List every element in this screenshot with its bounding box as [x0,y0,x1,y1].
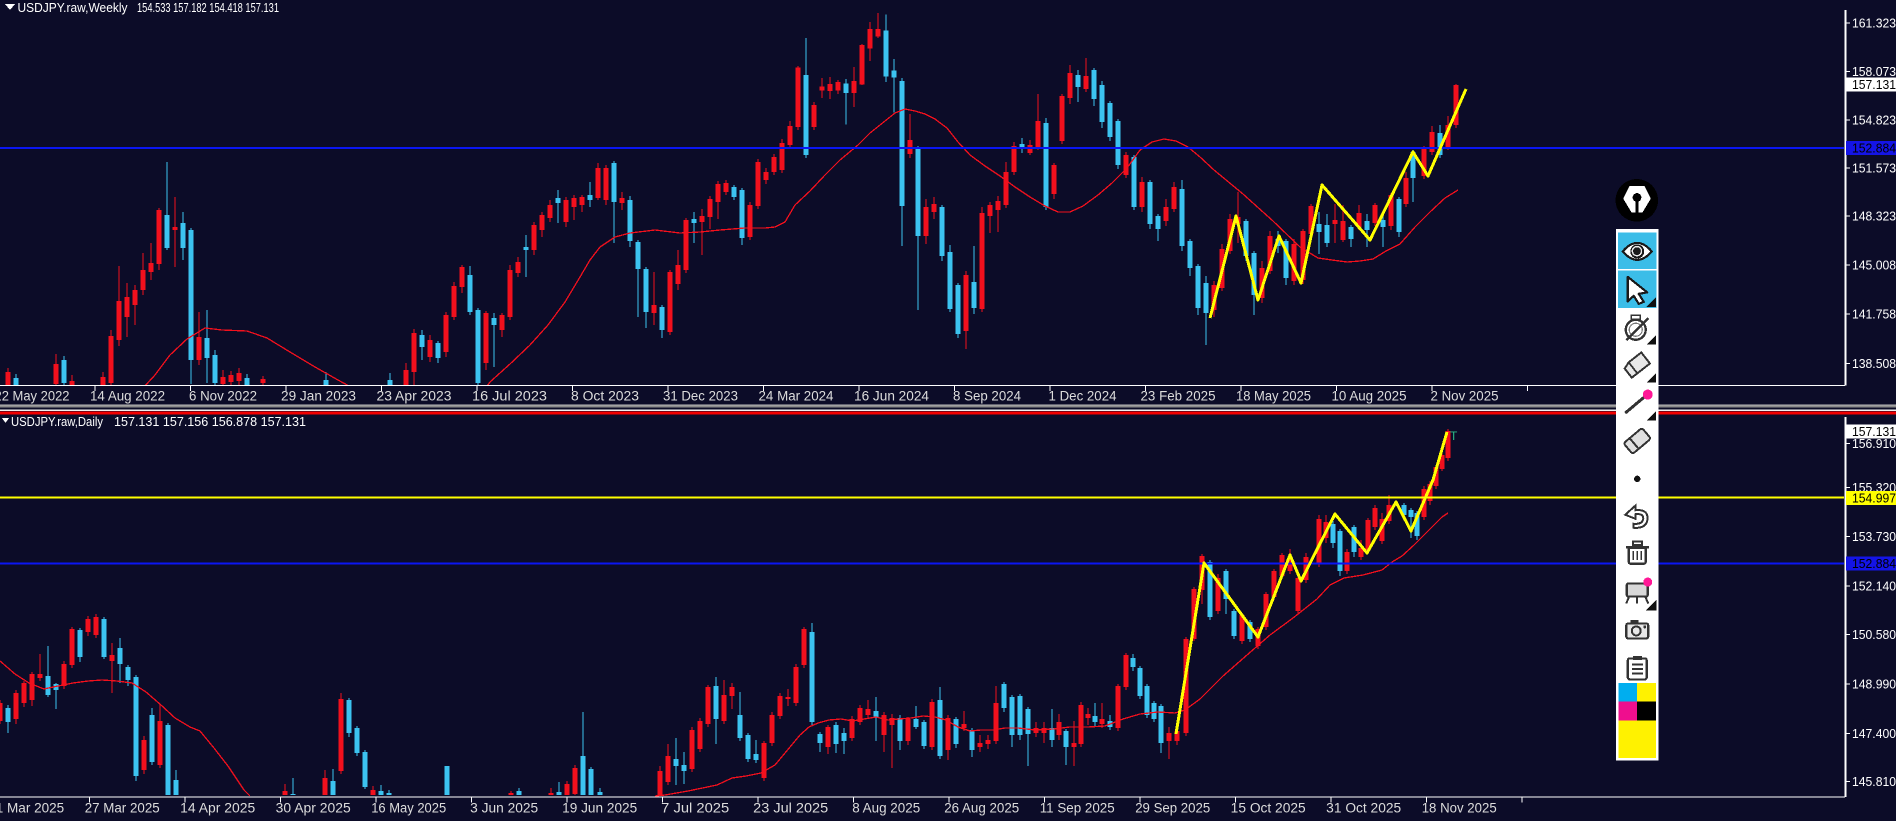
svg-text:19 Jun 2025: 19 Jun 2025 [562,801,637,816]
svg-text:31 Dec 2023: 31 Dec 2023 [663,389,738,404]
svg-text:145.810: 145.810 [1852,775,1896,789]
svg-text:27 Mar 2025: 27 Mar 2025 [85,801,160,816]
svg-text:157.131: 157.131 [1852,78,1896,92]
svg-text:7 Jul 2025: 7 Jul 2025 [661,801,729,816]
svg-text:154.823: 154.823 [1852,113,1896,127]
svg-text:11 Sep 2025: 11 Sep 2025 [1040,801,1115,816]
svg-text:152.884: 152.884 [1852,141,1896,155]
svg-text:156.910: 156.910 [1852,437,1896,451]
svg-text:3 Jun 2025: 3 Jun 2025 [470,801,538,816]
svg-text:148.323: 148.323 [1852,210,1896,224]
svg-text:29 Jan 2023: 29 Jan 2023 [281,389,356,404]
svg-text:29 Sep 2025: 29 Sep 2025 [1135,801,1210,816]
svg-text:2 Nov 2025: 2 Nov 2025 [1431,389,1499,404]
svg-text:152.884: 152.884 [1852,557,1896,571]
svg-text:153.730: 153.730 [1852,530,1896,544]
svg-text:23 Feb 2025: 23 Feb 2025 [1141,389,1216,404]
svg-text:6 Nov 2022: 6 Nov 2022 [189,389,257,404]
svg-text:14 Apr 2025: 14 Apr 2025 [180,801,255,816]
svg-text:152.140: 152.140 [1852,580,1896,594]
svg-text:157.131: 157.131 [1852,425,1896,439]
svg-text:10 Aug 2025: 10 Aug 2025 [1332,389,1407,404]
svg-text:148.990: 148.990 [1852,677,1896,691]
svg-text:145.008: 145.008 [1852,258,1896,272]
svg-text:151.573: 151.573 [1852,162,1896,176]
svg-text:18 Nov 2025: 18 Nov 2025 [1422,801,1497,816]
svg-text:T: T [1450,429,1458,443]
svg-text:8 Aug 2025: 8 Aug 2025 [852,801,920,816]
svg-text:30 Apr 2025: 30 Apr 2025 [276,801,351,816]
svg-text:8 Oct 2023: 8 Oct 2023 [571,389,639,404]
svg-text:14 Aug 2022: 14 Aug 2022 [90,389,165,404]
svg-text:1 Dec 2024: 1 Dec 2024 [1049,389,1117,404]
svg-text:147.400: 147.400 [1852,727,1896,741]
svg-text:158.073: 158.073 [1852,65,1896,79]
svg-text:161.323: 161.323 [1852,17,1896,31]
svg-text:23 Jul 2025: 23 Jul 2025 [753,801,828,816]
svg-text:8 Sep 2024: 8 Sep 2024 [953,389,1021,404]
svg-text:150.580: 150.580 [1852,628,1896,642]
svg-text:11 Mar 2025: 11 Mar 2025 [0,801,64,816]
svg-text:141.758: 141.758 [1852,308,1896,322]
svg-text:16 Jun 2024: 16 Jun 2024 [854,389,929,404]
svg-text:138.508: 138.508 [1852,357,1896,371]
svg-text:24 Mar 2024: 24 Mar 2024 [759,389,834,404]
svg-text:23 Apr 2023: 23 Apr 2023 [377,389,452,404]
svg-text:154.997: 154.997 [1852,492,1896,506]
svg-text:157.131 157.156 156.878 157.13: 157.131 157.156 156.878 157.131 [114,414,306,429]
svg-text:22 May 2022: 22 May 2022 [0,389,70,404]
svg-text:USDJPY.raw,Weekly: USDJPY.raw,Weekly [18,0,128,15]
svg-text:154.533 157.182 154.418 157.13: 154.533 157.182 154.418 157.131 [137,0,279,15]
svg-text:16 May 2025: 16 May 2025 [371,801,446,816]
svg-text:15 Oct 2025: 15 Oct 2025 [1231,801,1306,816]
svg-text:18 May 2025: 18 May 2025 [1236,389,1311,404]
svg-text:USDJPY.raw,Daily: USDJPY.raw,Daily [11,414,103,429]
svg-text:26 Aug 2025: 26 Aug 2025 [944,801,1019,816]
svg-text:16 Jul 2023: 16 Jul 2023 [472,389,547,404]
svg-text:31 Oct 2025: 31 Oct 2025 [1326,801,1401,816]
